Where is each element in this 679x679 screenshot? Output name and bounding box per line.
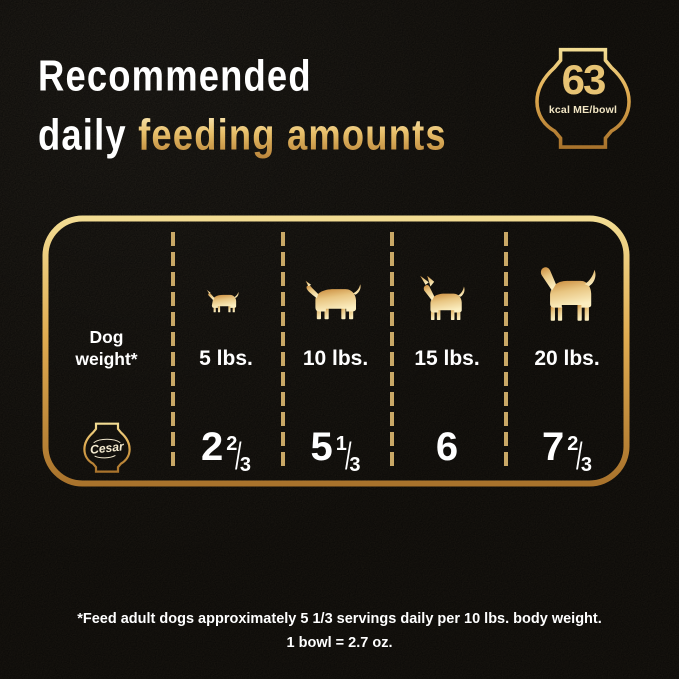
svg-text:Cesar: Cesar: [89, 439, 125, 457]
